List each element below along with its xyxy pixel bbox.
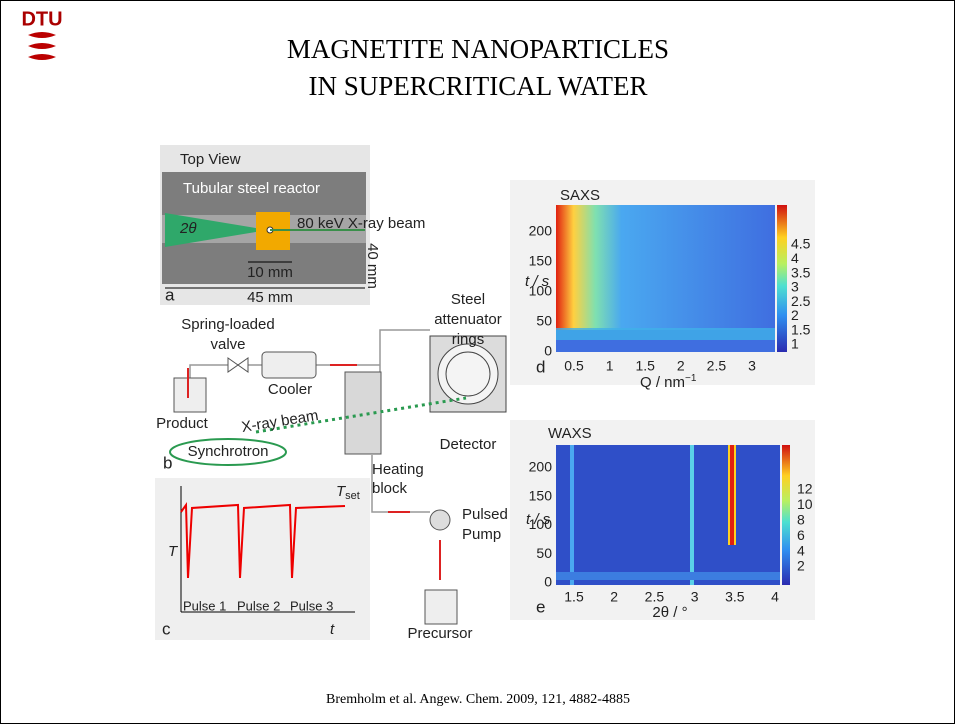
tick-label: 3 xyxy=(691,589,699,605)
label: attenuator xyxy=(434,311,502,328)
label: block xyxy=(372,480,408,497)
label-subscript: set xyxy=(345,490,360,502)
panel-c: Tset T Pulse 1 Pulse 2 Pulse 3 c t xyxy=(155,478,370,640)
label: Pump xyxy=(462,526,501,543)
panel-letter: a xyxy=(165,285,175,304)
heatmap xyxy=(556,572,780,580)
tick-label: 4 xyxy=(771,589,779,605)
pump-icon xyxy=(430,510,450,530)
label: Precursor xyxy=(407,625,472,642)
axis-label: 2θ / ° xyxy=(652,604,687,621)
tick-label: 100 xyxy=(529,283,553,299)
label: Product xyxy=(156,415,209,432)
tick-label: 150 xyxy=(529,487,553,503)
colorbar xyxy=(782,445,790,585)
tick-label: 4 xyxy=(797,542,805,558)
label: 40 mm xyxy=(364,243,381,289)
heatmap xyxy=(556,445,780,585)
label: Tubular steel reactor xyxy=(183,180,320,197)
tick-label: 3.5 xyxy=(725,589,745,605)
heatmap xyxy=(556,205,775,330)
axis-label-text: Q / nm xyxy=(640,374,685,391)
tick-label: 2.5 xyxy=(645,589,665,605)
tick-label: 3 xyxy=(748,358,756,374)
panel-letter: b xyxy=(163,453,172,472)
product-icon xyxy=(174,378,206,412)
heatmap xyxy=(690,445,694,585)
tick-label: 50 xyxy=(536,313,552,329)
label: 10 mm xyxy=(247,264,293,281)
heatmap xyxy=(556,328,775,340)
logo-text: DTU xyxy=(21,8,62,30)
tick-label: 1.5 xyxy=(635,358,655,374)
heatmap xyxy=(730,445,734,545)
panel-d: SAXS t / s Q / nm−1 d xyxy=(510,180,815,391)
tick-label: 1 xyxy=(606,358,614,374)
label: Pulse 2 xyxy=(237,598,280,613)
label: Synchrotron xyxy=(188,443,269,460)
label: Detector xyxy=(440,436,497,453)
citation: Bremholm et al. Angew. Chem. 2009, 121, … xyxy=(326,692,630,707)
tick-label: 0 xyxy=(544,343,552,359)
tick-label: 2.5 xyxy=(707,358,727,374)
attenuator-ring xyxy=(438,344,498,404)
cooler-icon xyxy=(262,352,316,378)
slide: DTU MAGNETITE NANOPARTICLES IN SUPERCRIT… xyxy=(0,0,955,724)
label: Pulse 3 xyxy=(290,598,333,613)
tick-label: 200 xyxy=(529,223,553,239)
tick-label: 0.5 xyxy=(564,358,584,374)
label: Top View xyxy=(180,151,241,168)
label: 45 mm xyxy=(247,289,293,306)
logo-mark xyxy=(28,32,56,60)
label: valve xyxy=(210,336,245,353)
panel-letter: d xyxy=(536,357,545,376)
tick-label: 0 xyxy=(544,574,552,590)
title: MAGNETITE NANOPARTICLES xyxy=(287,34,669,64)
tick-label: 6 xyxy=(797,527,805,543)
label: rings xyxy=(452,331,485,348)
tick-label: 8 xyxy=(797,512,805,528)
tick-label: 2 xyxy=(610,589,618,605)
label: Pulse 1 xyxy=(183,598,226,613)
panel-letter: c xyxy=(162,619,171,638)
tick-label: 100 xyxy=(529,516,553,532)
label: Steel xyxy=(451,291,485,308)
tick-label: 150 xyxy=(529,253,553,269)
tick-label: 2 xyxy=(677,358,685,374)
heatmap xyxy=(570,445,574,585)
colorbar xyxy=(777,205,787,352)
axis-label-exponent: −1 xyxy=(685,373,697,384)
tick-label: 2 xyxy=(797,558,805,574)
label: Cooler xyxy=(268,381,312,398)
label: 2θ xyxy=(179,220,196,237)
title: IN SUPERCRITICAL WATER xyxy=(308,71,647,101)
label: Pulsed xyxy=(462,506,508,523)
panel-title: SAXS xyxy=(560,187,600,204)
tick-label: 50 xyxy=(536,545,552,561)
panel-title: WAXS xyxy=(548,425,592,442)
tick-label: 200 xyxy=(529,459,553,475)
label: Spring-loaded xyxy=(181,316,274,333)
tick-label: 1.5 xyxy=(564,589,584,605)
panel-letter: e xyxy=(536,597,545,616)
tick-label: 12 xyxy=(797,481,813,497)
precursor-icon xyxy=(425,590,457,624)
label: Heating xyxy=(372,461,424,478)
label: 80 keV X-ray beam xyxy=(297,215,425,232)
tick-label: 1 xyxy=(791,336,799,352)
tick-label: 10 xyxy=(797,496,813,512)
